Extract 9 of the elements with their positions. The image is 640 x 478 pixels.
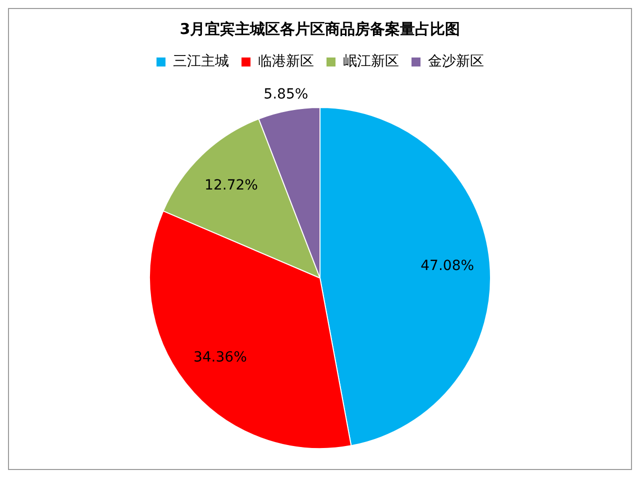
legend-label: 三江主城 xyxy=(173,54,229,70)
data-label: 5.85% xyxy=(264,86,308,102)
data-label: 12.72% xyxy=(204,178,258,194)
data-label: 34.36% xyxy=(193,350,247,366)
legend-label: 岷江新区 xyxy=(343,54,399,70)
data-label: 47.08% xyxy=(420,258,474,274)
legend-label: 临港新区 xyxy=(258,54,314,70)
chart-title: 3月宜宾主城区各片区商品房备案量占比图 xyxy=(180,20,460,38)
legend-label: 金沙新区 xyxy=(428,54,484,70)
